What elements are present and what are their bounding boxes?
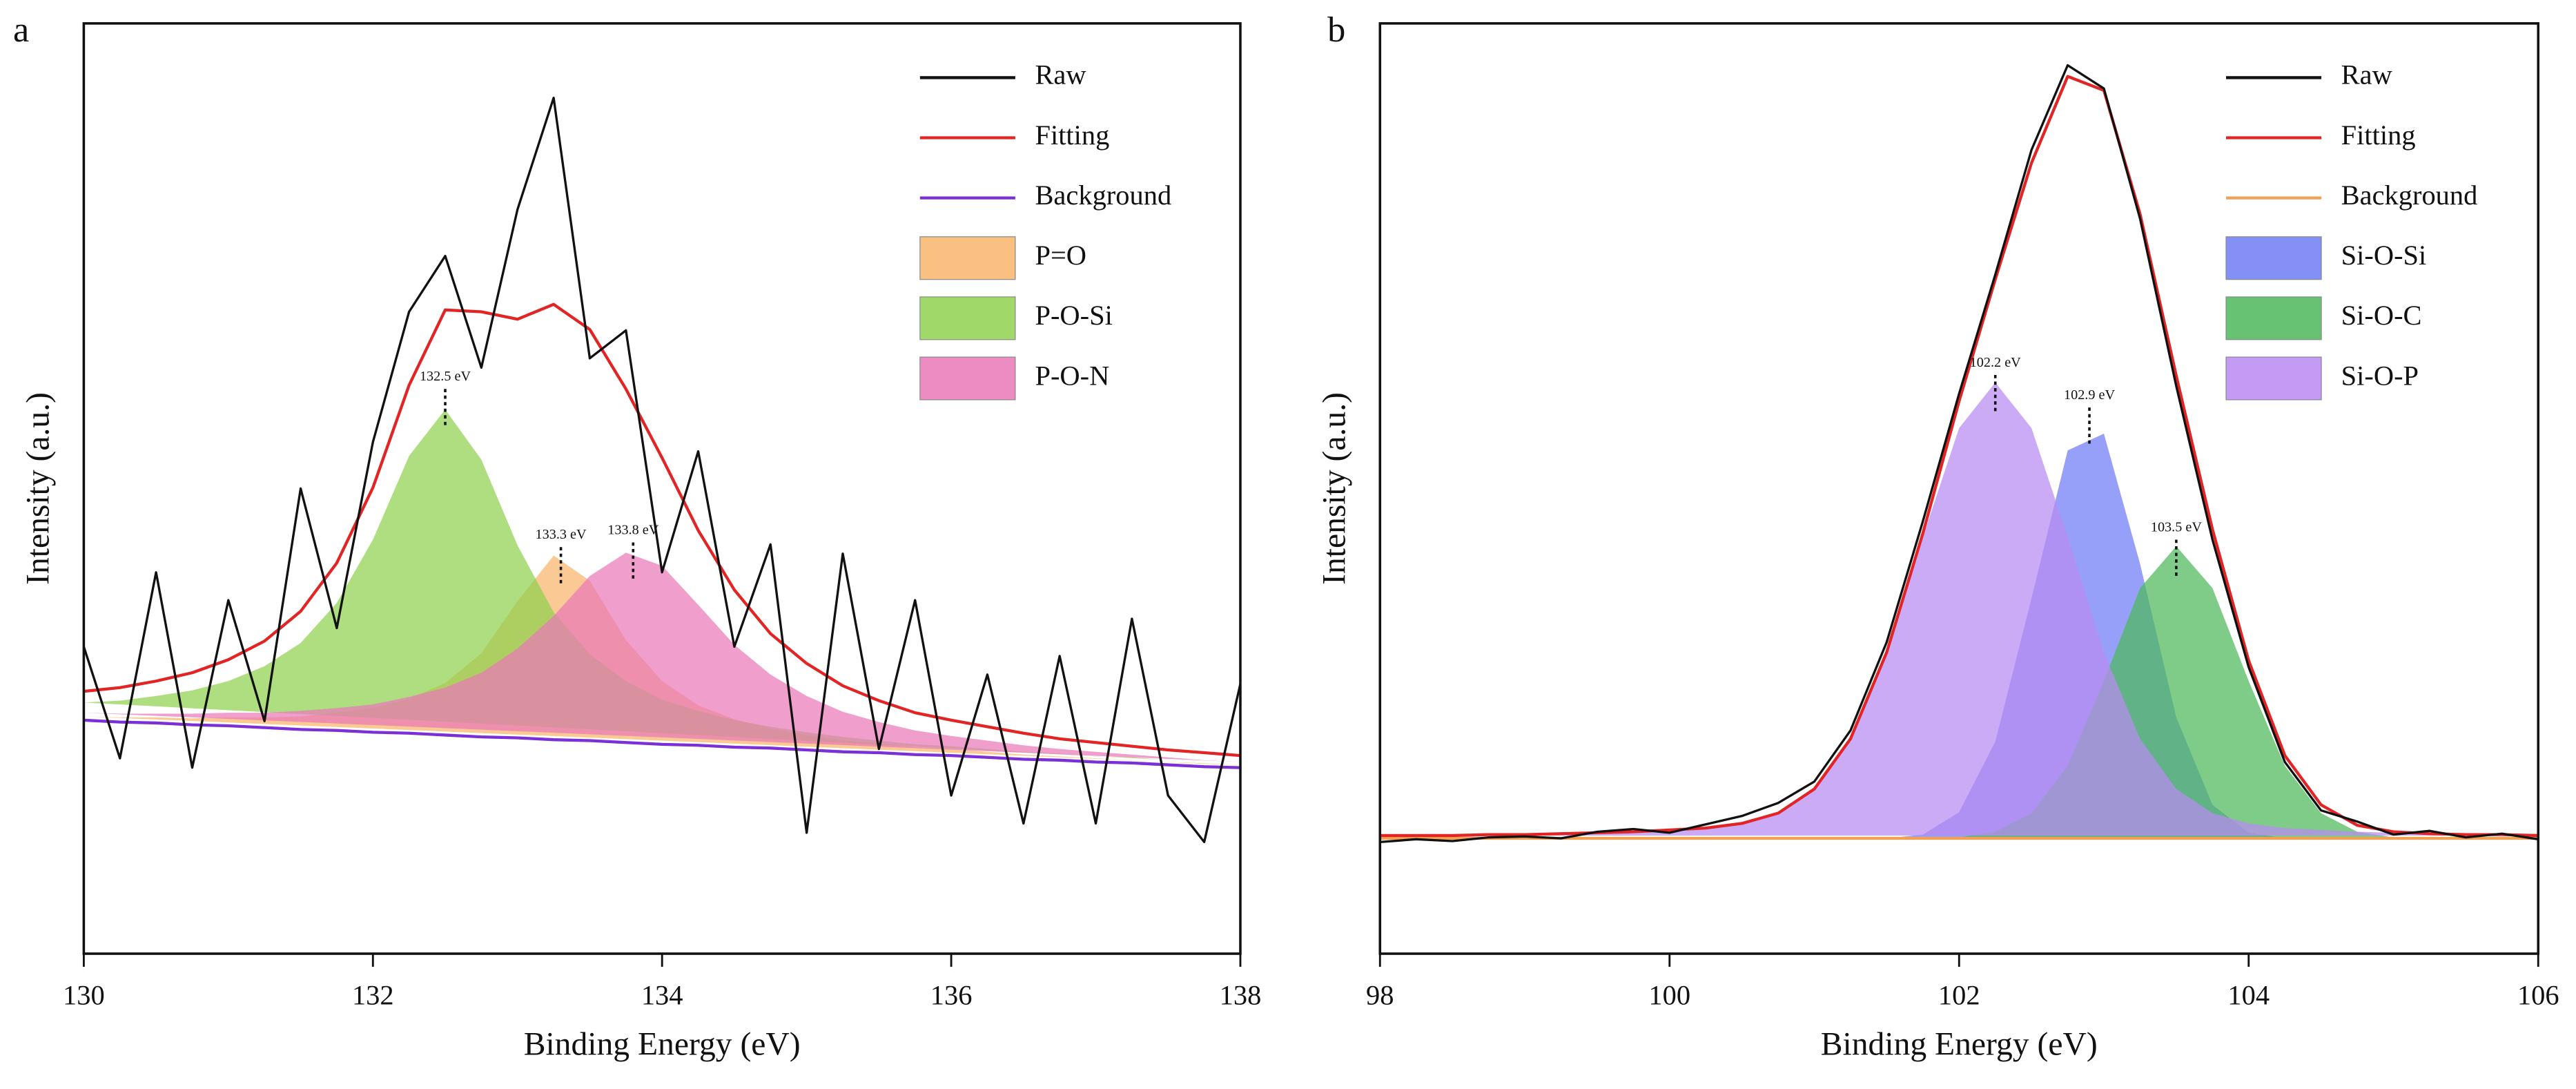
series-line xyxy=(82,96,1242,844)
legend-swatch xyxy=(919,356,1016,401)
legend-label: P-O-Si xyxy=(1035,300,1112,331)
legend-swatch xyxy=(919,236,1016,280)
peak-label: 133.8 eV xyxy=(607,522,659,537)
legend-swatch xyxy=(2225,296,2322,340)
series-line xyxy=(84,718,1241,769)
peak-label: 102.2 eV xyxy=(1970,355,2022,370)
x-tick-label: 106 xyxy=(2517,980,2559,1011)
x-tick-label: 132 xyxy=(352,980,394,1011)
legend-swatch xyxy=(2225,236,2322,280)
legend-label: P-O-N xyxy=(1035,360,1109,391)
x-tick-label: 98 xyxy=(1366,980,1394,1011)
plot-frame xyxy=(1378,22,2540,955)
x-axis-title: Binding Energy (eV) xyxy=(1821,1027,2098,1063)
legend-label: Background xyxy=(2341,180,2478,211)
x-axis-title: Binding Energy (eV) xyxy=(524,1027,801,1063)
x-tick-label: 130 xyxy=(63,980,105,1011)
y-axis-title: Intensity (a.u.) xyxy=(20,392,56,585)
x-tick-label: 104 xyxy=(2227,980,2270,1011)
series-line xyxy=(1380,64,2539,844)
legend-label: Si-O-P xyxy=(2341,360,2419,391)
peak-area xyxy=(1380,546,2539,838)
panel-label: a xyxy=(13,10,29,50)
legend-label: P=O xyxy=(1035,240,1086,271)
y-axis-title: Intensity (a.u.) xyxy=(1316,392,1352,585)
legend-label: Si-O-Si xyxy=(2341,240,2427,271)
legend-label: Fitting xyxy=(2341,119,2416,151)
peak-area xyxy=(1380,382,2539,836)
legend-label: Fitting xyxy=(1035,119,1109,151)
panel: b 98 100 102 104 106 Binding Energy (eV) Intens… xyxy=(1316,10,2559,1062)
x-tick-label: 136 xyxy=(930,980,973,1011)
x-tick-label: 102 xyxy=(1938,980,1980,1011)
legend-label: Si-O-C xyxy=(2341,300,2422,331)
panel-label: b xyxy=(1327,10,1345,50)
plot-frame xyxy=(82,22,1242,955)
legend-label: Background xyxy=(1035,180,1171,211)
peak-area xyxy=(84,409,1240,764)
panel: a 130 132 134 136 138 Binding Energy (eV) Inten… xyxy=(13,10,1261,1062)
x-tick-label: 134 xyxy=(641,980,683,1011)
peak-area xyxy=(84,552,1240,762)
legend-swatch xyxy=(2225,356,2322,401)
peak-label: 102.9 eV xyxy=(2064,387,2116,403)
x-tick-label: 138 xyxy=(1220,980,1262,1011)
peak-label: 133.3 eV xyxy=(536,527,587,542)
x-tick-label: 100 xyxy=(1648,980,1690,1011)
legend-swatch xyxy=(919,296,1016,340)
series-line xyxy=(84,302,1241,758)
peak-label: 103.5 eV xyxy=(2151,519,2203,534)
peak-label: 132.5 eV xyxy=(420,369,471,384)
legend-label: Raw xyxy=(1035,59,1086,90)
legend-label: Raw xyxy=(2341,59,2393,90)
